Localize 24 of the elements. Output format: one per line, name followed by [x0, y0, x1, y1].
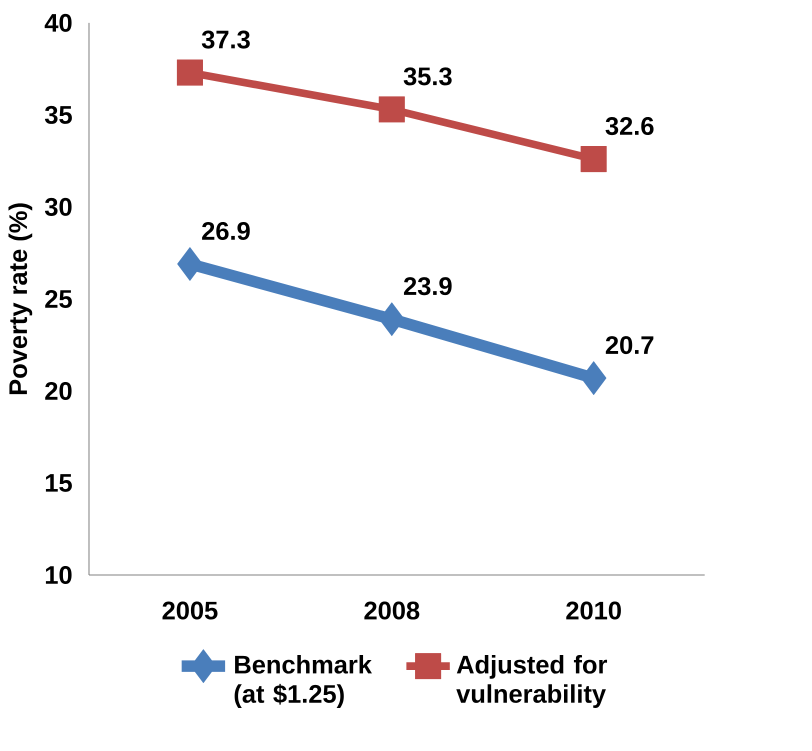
legend-label: Benchmark (at $1.25) [234, 655, 372, 708]
data-label: 35.3 [404, 68, 452, 86]
y-axis-title: Poverty rate (%) [8, 204, 32, 394]
y-tick-label: 25 [45, 290, 72, 308]
x-tick-label: 2005 [162, 602, 218, 620]
y-tick-label: 10 [46, 566, 72, 584]
data-label: 20.7 [606, 336, 654, 354]
point [580, 146, 607, 172]
data-label: 32.6 [606, 117, 654, 136]
y-tick-label: 30 [44, 198, 72, 216]
y-tick-label: 15 [46, 474, 72, 492]
data-label: 37.3 [202, 30, 250, 49]
point [177, 247, 203, 282]
point [580, 361, 606, 396]
y-tick-label: 35 [44, 106, 72, 124]
data-label: 26.9 [202, 222, 250, 240]
legend-label: Adjusted for vulnerability [456, 655, 608, 708]
point [176, 60, 203, 86]
x-tick-label: 2010 [566, 602, 621, 620]
data-label: 23.9 [404, 277, 452, 296]
x-tick-label: 2008 [364, 602, 420, 620]
point [378, 96, 405, 123]
y-tick-label: 40 [44, 14, 72, 32]
y-tick-label: 20 [45, 382, 72, 400]
